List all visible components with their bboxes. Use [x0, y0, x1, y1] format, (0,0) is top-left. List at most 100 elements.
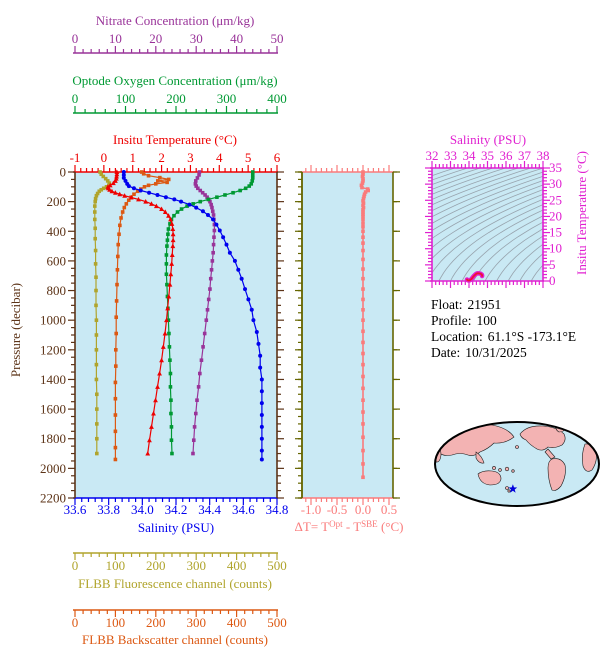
svg-text:1: 1 [129, 150, 136, 165]
svg-text:-0.5: -0.5 [327, 502, 348, 517]
svg-text:34.6: 34.6 [232, 502, 255, 517]
float-location-star-icon [508, 484, 518, 493]
svg-text:2000: 2000 [40, 461, 66, 476]
svg-text:20: 20 [149, 31, 162, 46]
backscatter-series [113, 170, 171, 462]
svg-text:200: 200 [47, 194, 67, 209]
svg-text:40: 40 [230, 31, 243, 46]
svg-text:33: 33 [444, 148, 457, 163]
svg-text:0.0: 0.0 [355, 502, 371, 517]
svg-text:-1: -1 [70, 150, 81, 165]
svg-text:35: 35 [481, 148, 494, 163]
info-float: Float: 21951 [431, 297, 501, 312]
svg-text:200: 200 [146, 615, 166, 630]
map-outline [434, 421, 600, 507]
pressure-axis-title: Pressure (decibar) [8, 283, 23, 377]
delta-t-series [359, 170, 371, 480]
svg-text:300: 300 [217, 91, 237, 106]
svg-text:34.8: 34.8 [266, 502, 289, 517]
world-map [434, 421, 600, 507]
svg-text:0.5: 0.5 [381, 502, 397, 517]
temperature-series [105, 169, 176, 456]
sigma-t-contours [432, 168, 543, 281]
svg-text:400: 400 [267, 91, 287, 106]
ts-density-contours [432, 168, 543, 281]
svg-text:1400: 1400 [40, 372, 66, 387]
float-info: Float: 21951 Profile: 100 Location: 61.1°S … [431, 297, 576, 360]
svg-text:200: 200 [146, 558, 166, 573]
profile-frame: -1 0 1 2 3 4 5 633.6 33.8 34.0 34.2 34.4 34.6 34.8020… [40, 150, 288, 517]
svg-text:400: 400 [227, 615, 247, 630]
svg-text:0: 0 [72, 31, 79, 46]
svg-text:-1.0: -1.0 [301, 502, 322, 517]
svg-text:5: 5 [549, 257, 556, 272]
svg-text:600: 600 [47, 253, 67, 268]
salinity-series [121, 170, 264, 462]
svg-text:38: 38 [537, 148, 550, 163]
nitrate-axis: 0 10 20 30 40 50 [72, 31, 284, 54]
delta-t-axis-title: ΔT= TOpt - TSBE (°C) [295, 519, 404, 534]
svg-text:300: 300 [186, 615, 206, 630]
svg-text:0: 0 [72, 615, 79, 630]
svg-text:37: 37 [518, 148, 532, 163]
salinity-axis-title: Salinity (PSU) [138, 520, 214, 535]
svg-text:20: 20 [549, 208, 562, 223]
svg-text:800: 800 [47, 283, 67, 298]
info-date: Date: 10/31/2025 [431, 345, 527, 360]
svg-text:500: 500 [267, 558, 287, 573]
svg-text:1200: 1200 [40, 342, 66, 357]
svg-text:2: 2 [158, 150, 165, 165]
svg-text:100: 100 [106, 558, 126, 573]
info-profile: Profile: 100 [431, 313, 497, 328]
ts-salinity-title: Salinity (PSU) [450, 132, 526, 147]
svg-text:10: 10 [109, 31, 122, 46]
svg-text:36: 36 [500, 148, 514, 163]
svg-text:1800: 1800 [40, 431, 66, 446]
ts-temperature-title: Insitu Temperature (°C) [574, 151, 589, 275]
svg-text:4: 4 [216, 150, 223, 165]
ts-curve [464, 271, 485, 283]
info-location: Location: 61.1°S -173.1°E [431, 329, 576, 344]
nitrate-axis-title: Nitrate Concentration (μm/kg) [96, 13, 255, 28]
svg-text:1000: 1000 [40, 313, 66, 328]
backscatter-axis: 0 100 200 300 400 500 [72, 609, 287, 630]
svg-text:30: 30 [549, 176, 562, 191]
svg-text:300: 300 [186, 558, 206, 573]
fluorescence-axis-title: FLBB Fluorescence channel (counts) [78, 576, 272, 591]
svg-text:0: 0 [101, 150, 108, 165]
svg-text:35: 35 [549, 160, 562, 175]
svg-text:400: 400 [47, 224, 67, 239]
svg-text:100: 100 [106, 615, 126, 630]
svg-text:0: 0 [72, 558, 79, 573]
svg-text:33.8: 33.8 [97, 502, 120, 517]
svg-text:1600: 1600 [40, 402, 66, 417]
svg-text:6: 6 [274, 150, 281, 165]
svg-text:15: 15 [549, 225, 562, 240]
svg-text:33.6: 33.6 [64, 502, 87, 517]
svg-text:100: 100 [116, 91, 136, 106]
svg-text:32: 32 [426, 148, 439, 163]
svg-text:25: 25 [549, 192, 562, 207]
delta-t-major-ticks [295, 171, 400, 499]
svg-text:34.2: 34.2 [165, 502, 188, 517]
svg-text:500: 500 [267, 615, 287, 630]
svg-text:0: 0 [60, 165, 67, 180]
backscatter-axis-title: FLBB Backscatter channel (counts) [82, 632, 268, 647]
svg-text:0: 0 [549, 273, 556, 288]
svg-text:34.4: 34.4 [198, 502, 221, 517]
svg-text:2200: 2200 [40, 491, 66, 506]
svg-text:34.0: 34.0 [131, 502, 154, 517]
svg-text:34: 34 [463, 148, 477, 163]
fluorescence-axis: 0 100 200 300 400 500 [72, 552, 287, 573]
svg-text:5: 5 [245, 150, 252, 165]
generated-series [92, 169, 485, 480]
temperature-axis-title: Insitu Temperature (°C) [113, 132, 237, 147]
svg-text:30: 30 [190, 31, 203, 46]
svg-text:50: 50 [271, 31, 284, 46]
panel-backgrounds [75, 168, 543, 498]
oxygen-axis-title: Optode Oxygen Concentration (μm/kg) [72, 73, 277, 88]
